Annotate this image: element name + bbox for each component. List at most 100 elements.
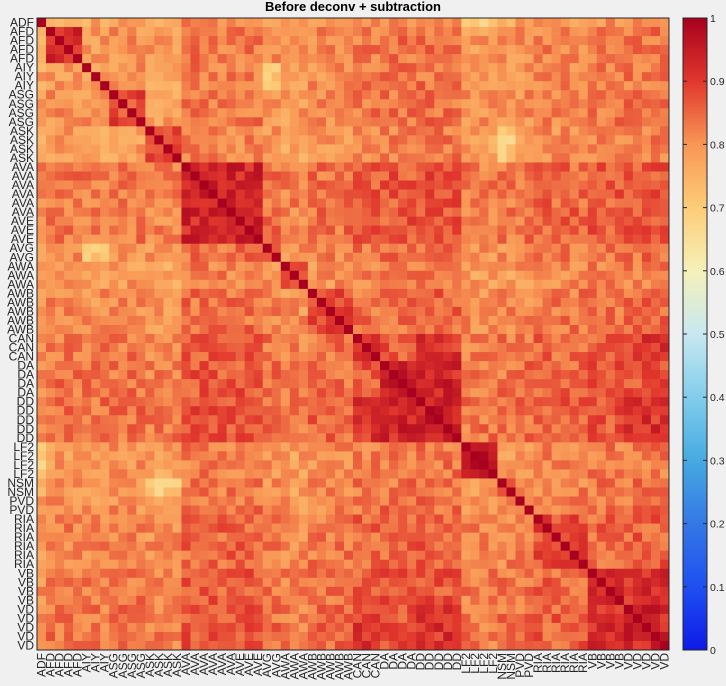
heatmap-cell [524,406,534,416]
heatmap-cell [64,550,74,561]
heatmap-cell [380,225,390,236]
heatmap-cell [650,36,661,46]
heatmap-cell [55,63,65,73]
heatmap-cell [289,397,300,407]
heatmap-cell [91,640,101,651]
heatmap-cell [380,622,390,633]
heatmap-cell [371,451,381,461]
heatmap-cell [154,54,164,64]
heatmap-cell [235,640,246,651]
heatmap-cell [353,243,363,254]
heatmap-cell [515,433,525,443]
heatmap-cell [632,460,643,470]
heatmap-cell [659,370,670,380]
heatmap-cell [569,460,580,470]
heatmap-cell [614,54,625,64]
heatmap-cell [398,45,408,55]
heatmap-cell [470,379,480,389]
heatmap-cell [46,162,56,172]
heatmap-cell [73,54,83,64]
heatmap-cell [145,54,155,64]
heatmap-cell [118,568,128,579]
heatmap-cell [118,288,128,299]
heatmap-cell [587,622,598,633]
heatmap-cell [235,288,246,299]
heatmap-cell [389,27,399,37]
heatmap-cell [578,433,589,443]
heatmap-cell [578,90,589,100]
heatmap-cell [362,27,372,37]
heatmap-cell [443,568,453,579]
heatmap-cell [46,595,56,606]
heatmap-cell [136,433,146,443]
heatmap-cell [226,460,237,470]
heatmap-cell [46,469,56,479]
heatmap-cell [533,514,543,524]
heatmap-cell [91,460,101,470]
heatmap-cell [371,252,381,263]
heatmap-cell [371,388,381,398]
heatmap-cell [533,270,543,281]
heatmap-cell [479,63,489,73]
heatmap-cell [416,306,426,317]
heatmap-cell [614,622,625,633]
heatmap-cell [316,361,327,371]
heatmap-cell [578,640,589,651]
heatmap-cell [434,207,444,218]
heatmap-cell [641,162,652,172]
heatmap-cell [226,505,237,515]
heatmap-cell [235,343,246,353]
heatmap-cell [407,397,417,407]
heatmap-cell [488,234,498,245]
heatmap-cell [208,541,218,552]
heatmap-cell [614,487,625,497]
heatmap-cell [37,270,47,281]
heatmap-cell [416,388,426,398]
heatmap-cell [515,117,525,127]
heatmap-cell [172,99,182,109]
heatmap-cell [109,541,119,552]
heatmap-cell [479,207,489,218]
heatmap-cell [416,361,426,371]
heatmap-cell [596,640,607,651]
heatmap-cell [632,27,643,37]
heatmap-cell [253,135,264,145]
heatmap-cell [443,550,453,561]
heatmap-cell [343,72,354,82]
heatmap-cell [407,153,417,163]
heatmap-cell [244,397,255,407]
heatmap-cell [37,334,47,344]
heatmap-cell [587,216,598,227]
heatmap-cell [199,343,209,353]
heatmap-cell [479,297,489,308]
heatmap-cell [100,90,110,100]
heatmap-cell [136,243,146,254]
heatmap-cell [37,162,47,172]
heatmap-cell [280,577,291,588]
heatmap-cell [641,180,652,190]
heatmap-cell [506,198,516,208]
heatmap-cell [181,117,191,127]
heatmap-cell [289,243,300,254]
heatmap-cell [55,523,65,534]
heatmap-cell [244,478,255,488]
heatmap-cell [145,604,155,615]
heatmap-cell [614,343,625,353]
heatmap-cell [353,135,363,145]
heatmap-cell [190,18,200,28]
heatmap-cell [46,270,56,281]
x-tick-label: AVA [215,653,229,675]
heatmap-cell [443,162,453,172]
heatmap-cell [280,415,291,425]
heatmap-cell [118,487,128,497]
heatmap-cell [37,297,47,308]
heatmap-cell [298,324,309,335]
heatmap-cell [325,397,336,407]
heatmap-cell [587,541,598,552]
heatmap-cell [632,225,643,236]
heatmap-cell [506,324,516,335]
heatmap-cell [632,90,643,100]
heatmap-cell [461,288,471,299]
heatmap-cell [226,370,237,380]
heatmap-cell [407,279,417,290]
